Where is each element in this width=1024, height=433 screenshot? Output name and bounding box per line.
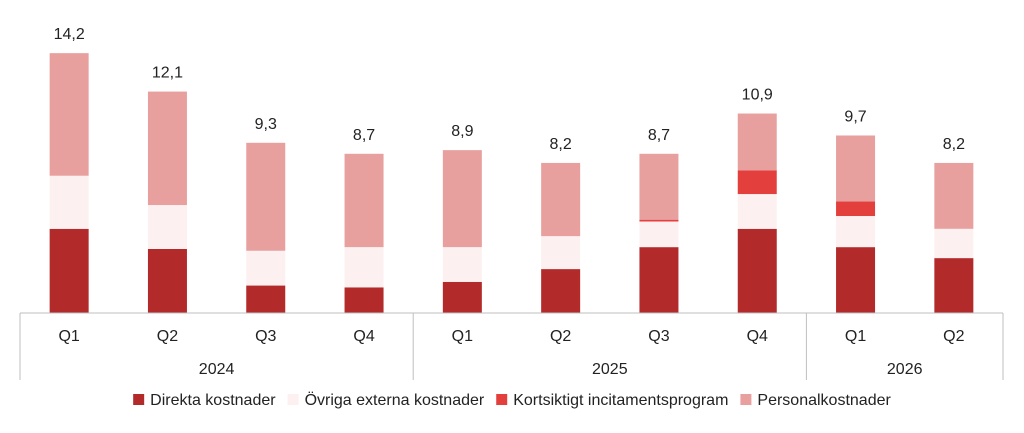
total-label: 8,2 xyxy=(550,136,572,153)
bar-segment xyxy=(541,236,581,270)
total-label: 14,2 xyxy=(54,26,85,43)
total-label: 9,7 xyxy=(844,108,866,125)
bar-segment xyxy=(147,205,187,249)
bar-segment xyxy=(344,287,384,313)
bar-segment xyxy=(541,162,581,237)
bar-segment xyxy=(246,285,286,313)
bar-segment xyxy=(836,216,876,248)
bar-segment xyxy=(737,228,777,313)
year-label: 2026 xyxy=(887,361,923,378)
bar-segment xyxy=(246,142,286,251)
tick-label: Q2 xyxy=(943,328,964,345)
bar-segment xyxy=(934,228,974,259)
bar-segment xyxy=(836,247,876,313)
legend-label: Övriga externa kostnader xyxy=(305,391,485,409)
total-label: 10,9 xyxy=(742,87,773,104)
bar-segment xyxy=(344,153,384,248)
bar-segment xyxy=(836,201,876,217)
bar-segment xyxy=(639,247,679,313)
tick-label: Q2 xyxy=(157,328,178,345)
bar-segment xyxy=(147,91,187,206)
bar-segment xyxy=(934,162,974,229)
legend-swatch xyxy=(287,394,299,405)
bar-segment xyxy=(246,250,286,286)
bar-segment xyxy=(934,258,974,313)
bar-segment xyxy=(639,219,679,222)
bar-segment xyxy=(442,150,482,248)
tick-label: Q1 xyxy=(452,328,473,345)
bar-segment xyxy=(737,194,777,229)
bar-segment xyxy=(541,269,581,313)
total-label: 8,9 xyxy=(451,123,473,140)
total-label: 8,2 xyxy=(943,136,965,153)
bar-segment xyxy=(639,221,679,248)
legend-swatch xyxy=(496,394,508,405)
bar-segment xyxy=(49,175,89,229)
bar-segment xyxy=(442,247,482,282)
total-label: 8,7 xyxy=(648,127,670,144)
bar-segment xyxy=(49,228,89,313)
tick-label: Q1 xyxy=(845,328,866,345)
legend-label: Direkta kostnader xyxy=(150,392,276,409)
bar-segment xyxy=(49,53,89,176)
total-label: 8,7 xyxy=(353,127,375,144)
bar-segment xyxy=(147,248,187,313)
total-label: 9,3 xyxy=(255,116,277,133)
tick-label: Q3 xyxy=(648,328,669,345)
bar-segment xyxy=(737,170,777,195)
year-label: 2025 xyxy=(592,361,628,378)
bar-segment xyxy=(836,135,876,202)
legend-swatch xyxy=(740,394,752,405)
legend-swatch xyxy=(133,394,145,405)
tick-label: Q1 xyxy=(58,328,79,345)
bar-segment xyxy=(344,247,384,288)
tick-label: Q3 xyxy=(255,328,276,345)
total-label: 12,1 xyxy=(152,65,183,82)
tick-label: Q4 xyxy=(353,328,374,345)
bar-segment xyxy=(737,113,777,171)
bar-segment xyxy=(639,153,679,220)
legend-label: Kortsiktigt incitamentsprogram xyxy=(513,392,728,409)
tick-label: Q2 xyxy=(550,328,571,345)
tick-label: Q4 xyxy=(747,328,768,345)
bar-segment xyxy=(442,281,482,313)
year-label: 2024 xyxy=(199,361,235,378)
legend-label: Personalkostnader xyxy=(757,392,891,409)
